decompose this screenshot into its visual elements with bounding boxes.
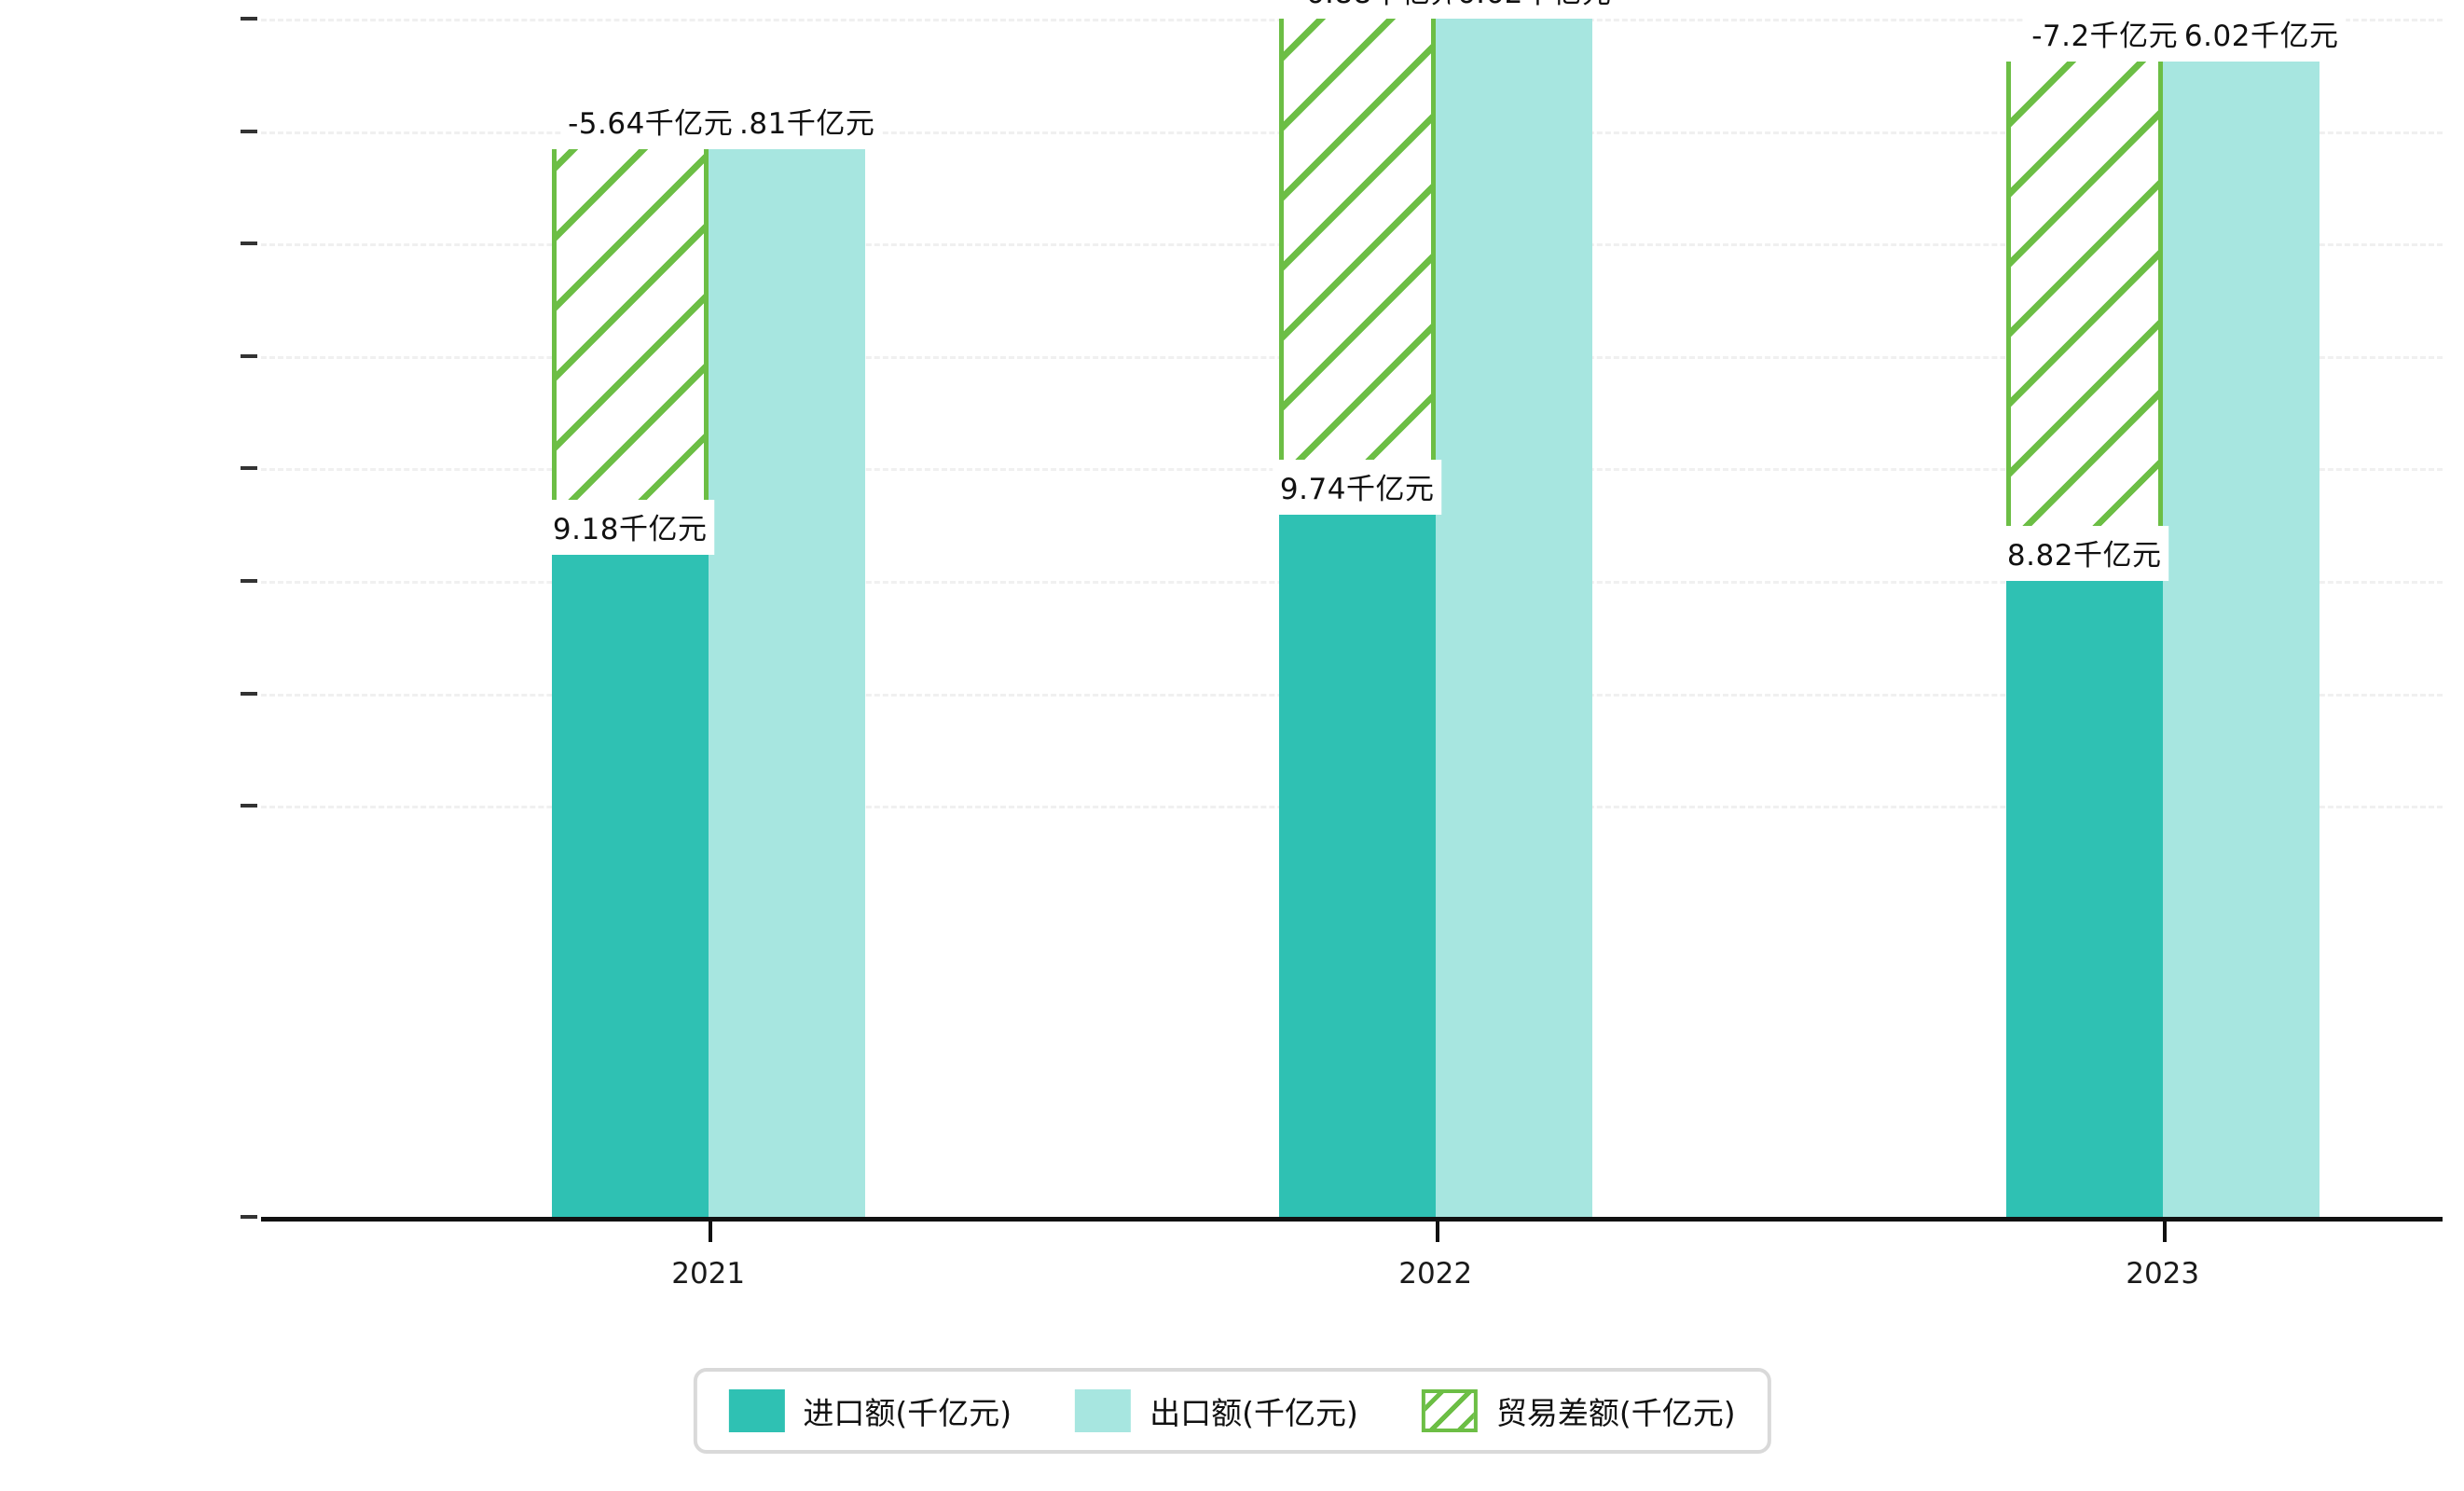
y-axis-tick-mark [241,129,257,133]
value-label-import: 9.74千亿元 [1272,459,1442,515]
value-label-export: 6.62千亿元 [1449,0,1619,19]
y-axis-tick-mark [241,804,257,808]
y-axis-tick-mark [241,353,257,358]
legend-item-trade-balance[interactable]: 贸易差额(千亿元) [1421,1388,1736,1433]
plot-area: 9.18千亿元 -5.64千亿元.81千亿元 9.74千亿元 -6.88千亿元6.62… [261,0,2443,1291]
hatch-pattern [2010,62,2158,582]
bar-trade-balance[interactable] [2005,62,2163,582]
x-axis-tick-mark [2162,1222,2167,1242]
legend-swatch-trade-balance-icon [1421,1389,1478,1432]
y-axis-tick-mark [241,242,257,246]
hatch-pattern [556,148,704,556]
legend-item-export[interactable]: 出口额(千亿元) [1075,1388,1358,1433]
x-axis-tick-label: 2022 [1398,1257,1473,1291]
legend-swatch-export-icon [1075,1389,1132,1432]
y-axis-tick-mark [241,1215,257,1219]
value-label-trade-balance: -7.2千亿元 [2024,7,2186,62]
value-label-export: .81千亿元 [732,93,883,149]
bar-export[interactable] [1435,19,1592,1217]
y-axis-tick-mark [241,691,257,696]
x-axis-line [261,1217,2443,1222]
legend-swatch-import-icon [728,1389,785,1432]
y-axis-tick-mark [241,579,257,584]
legend-label-trade-balance: 贸易差额(千亿元) [1495,1395,1736,1431]
hatch-pattern [1425,1393,1474,1429]
bar-trade-balance[interactable] [1278,19,1436,515]
x-axis-tick-mark [1435,1222,1439,1242]
bar-import[interactable] [2005,581,2163,1217]
value-label-export: 6.02千亿元 [2176,7,2347,62]
legend-label-import: 进口额(千亿元) [803,1395,1012,1431]
value-label-import: 9.18千亿元 [544,500,715,556]
bar-export[interactable] [2162,62,2319,1217]
legend-item-import[interactable]: 进口额(千亿元) [728,1388,1012,1433]
bar-import[interactable] [551,555,709,1217]
x-axis-tick-mark [708,1222,712,1242]
y-axis-tick-mark [241,466,257,471]
bar-trade-balance[interactable] [551,148,709,556]
chart-legend: 进口额(千亿元) 出口额(千亿元) 贸易差额(千亿元) [693,1368,1771,1454]
y-axis-tick-mark [241,17,257,21]
value-label-import: 8.82千亿元 [1999,526,2169,582]
bar-import[interactable] [1278,514,1436,1217]
hatch-pattern [1283,19,1431,515]
legend-label-export: 出口额(千亿元) [1149,1395,1358,1431]
value-label-trade-balance: -6.88千亿元 [1287,0,1468,19]
value-label-trade-balance: -5.64千亿元 [560,93,741,149]
x-axis-tick-label: 2021 [671,1257,746,1291]
bar-export[interactable] [708,148,865,1217]
x-axis-tick-label: 2023 [2126,1257,2200,1291]
